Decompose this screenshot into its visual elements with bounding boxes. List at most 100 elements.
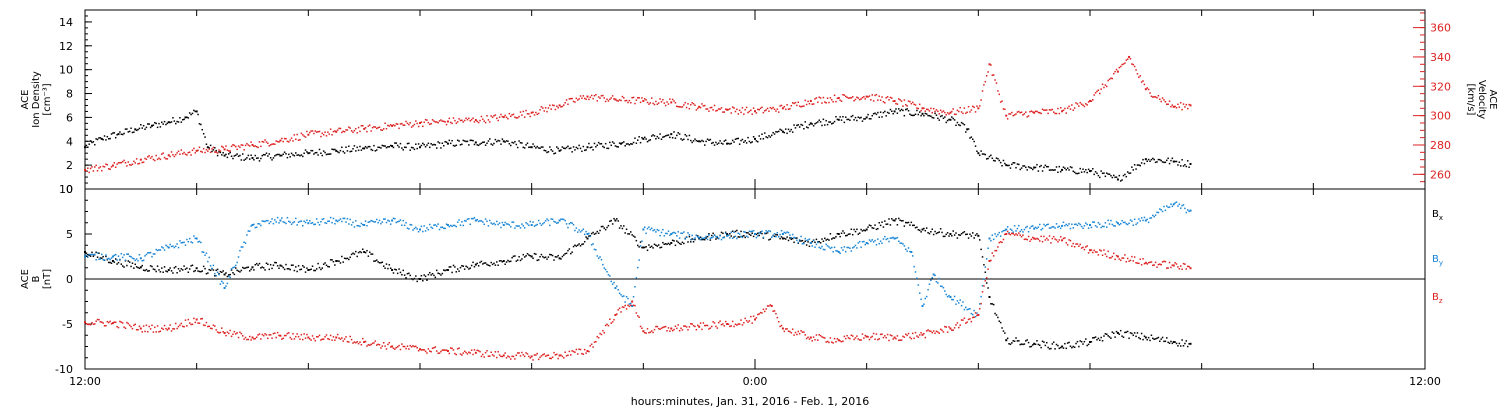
- data-dot: [650, 330, 653, 332]
- data-dot: [920, 298, 922, 301]
- data-dot: [1179, 102, 1182, 104]
- data-dot: [1001, 165, 1003, 167]
- data-dot: [278, 334, 280, 337]
- data-dot: [641, 327, 643, 329]
- data-dot: [925, 113, 928, 115]
- data-dot: [609, 220, 611, 223]
- data-dot: [1019, 230, 1021, 233]
- data-point: [865, 228, 868, 231]
- data-dot: [990, 154, 992, 157]
- data-dot: [338, 127, 340, 130]
- data-dot: [466, 353, 469, 355]
- data-dot: [215, 149, 217, 152]
- data-dot: [995, 82, 998, 84]
- data-dot: [303, 152, 305, 154]
- data-dot: [388, 220, 391, 222]
- data-dot: [535, 111, 537, 114]
- data-dot: [892, 236, 894, 239]
- data-dot: [433, 224, 435, 226]
- data-dot: [687, 329, 689, 331]
- data-dot: [483, 223, 485, 226]
- data-dot: [382, 342, 385, 344]
- data-dot: [811, 340, 813, 342]
- data-dot: [1106, 172, 1108, 174]
- right-axis-label: ACEVelocity[km/s]: [1465, 80, 1498, 119]
- data-dot: [272, 157, 275, 159]
- data-point: [932, 273, 935, 276]
- data-dot: [1055, 223, 1058, 225]
- data-dot: [934, 332, 936, 335]
- data-dot: [1112, 174, 1115, 177]
- data-dot: [526, 142, 529, 145]
- data-dot: [357, 126, 360, 129]
- data-dot: [581, 97, 583, 100]
- data-dot: [241, 144, 244, 146]
- data-dot: [437, 141, 439, 143]
- data-dot: [994, 312, 996, 315]
- data-dot: [673, 131, 675, 133]
- data-dot: [900, 108, 903, 111]
- data-dot: [1037, 170, 1040, 172]
- data-dot: [396, 220, 399, 223]
- data-dot: [306, 151, 308, 153]
- data-dot: [334, 148, 336, 151]
- data-dot: [403, 274, 406, 276]
- data-dot: [692, 103, 695, 105]
- data-dot: [1111, 176, 1114, 179]
- data-dot: [1090, 226, 1093, 229]
- data-dot: [151, 324, 153, 327]
- data-dot: [116, 163, 118, 165]
- data-dot: [750, 234, 752, 236]
- data-dot: [151, 155, 153, 158]
- data-dot: [498, 354, 501, 356]
- data-dot: [417, 125, 420, 128]
- data-dot: [288, 267, 290, 270]
- data-dot: [868, 239, 871, 241]
- data-dot: [98, 252, 100, 254]
- data-dot: [311, 130, 314, 132]
- data-dot: [297, 154, 300, 156]
- data-dot: [1071, 346, 1073, 349]
- data-dot: [512, 113, 515, 116]
- data-dot: [1004, 162, 1006, 165]
- data-dot: [1110, 257, 1112, 259]
- data-dot: [216, 331, 219, 333]
- data-dot: [476, 349, 478, 352]
- data-dot: [438, 120, 441, 122]
- data-dot: [649, 228, 652, 231]
- data-dot: [776, 231, 779, 234]
- legend-label-x: Bx: [1432, 209, 1443, 222]
- data-dot: [801, 331, 804, 333]
- data-dot: [444, 269, 446, 272]
- data-dot: [370, 253, 372, 255]
- data-dot: [1022, 234, 1024, 236]
- data-dot: [874, 112, 876, 114]
- data-dot: [825, 102, 827, 104]
- data-dot: [92, 255, 95, 258]
- data-dot: [1041, 227, 1044, 230]
- data-dot: [1107, 335, 1109, 337]
- data-dot: [241, 246, 244, 248]
- data-dot: [557, 221, 559, 224]
- data-dot: [1121, 257, 1123, 259]
- data-dot: [145, 324, 148, 327]
- data-dot: [96, 252, 99, 254]
- data-dot: [105, 139, 107, 141]
- data-dot: [276, 216, 279, 219]
- data-dot: [116, 263, 118, 265]
- data-dot: [956, 121, 959, 124]
- data-dot: [121, 322, 124, 324]
- data-dot: [314, 223, 317, 226]
- data-dot: [487, 140, 490, 142]
- data-dot: [401, 122, 403, 125]
- data-dot: [455, 271, 458, 273]
- data-dot: [624, 304, 626, 307]
- data-dot: [952, 117, 954, 120]
- data-dot: [413, 123, 416, 126]
- data-dot: [91, 321, 93, 324]
- data-dot: [928, 110, 931, 112]
- data-dot: [570, 221, 572, 224]
- data-dot: [486, 220, 488, 223]
- data-dot: [564, 102, 566, 104]
- data-dot: [589, 146, 592, 149]
